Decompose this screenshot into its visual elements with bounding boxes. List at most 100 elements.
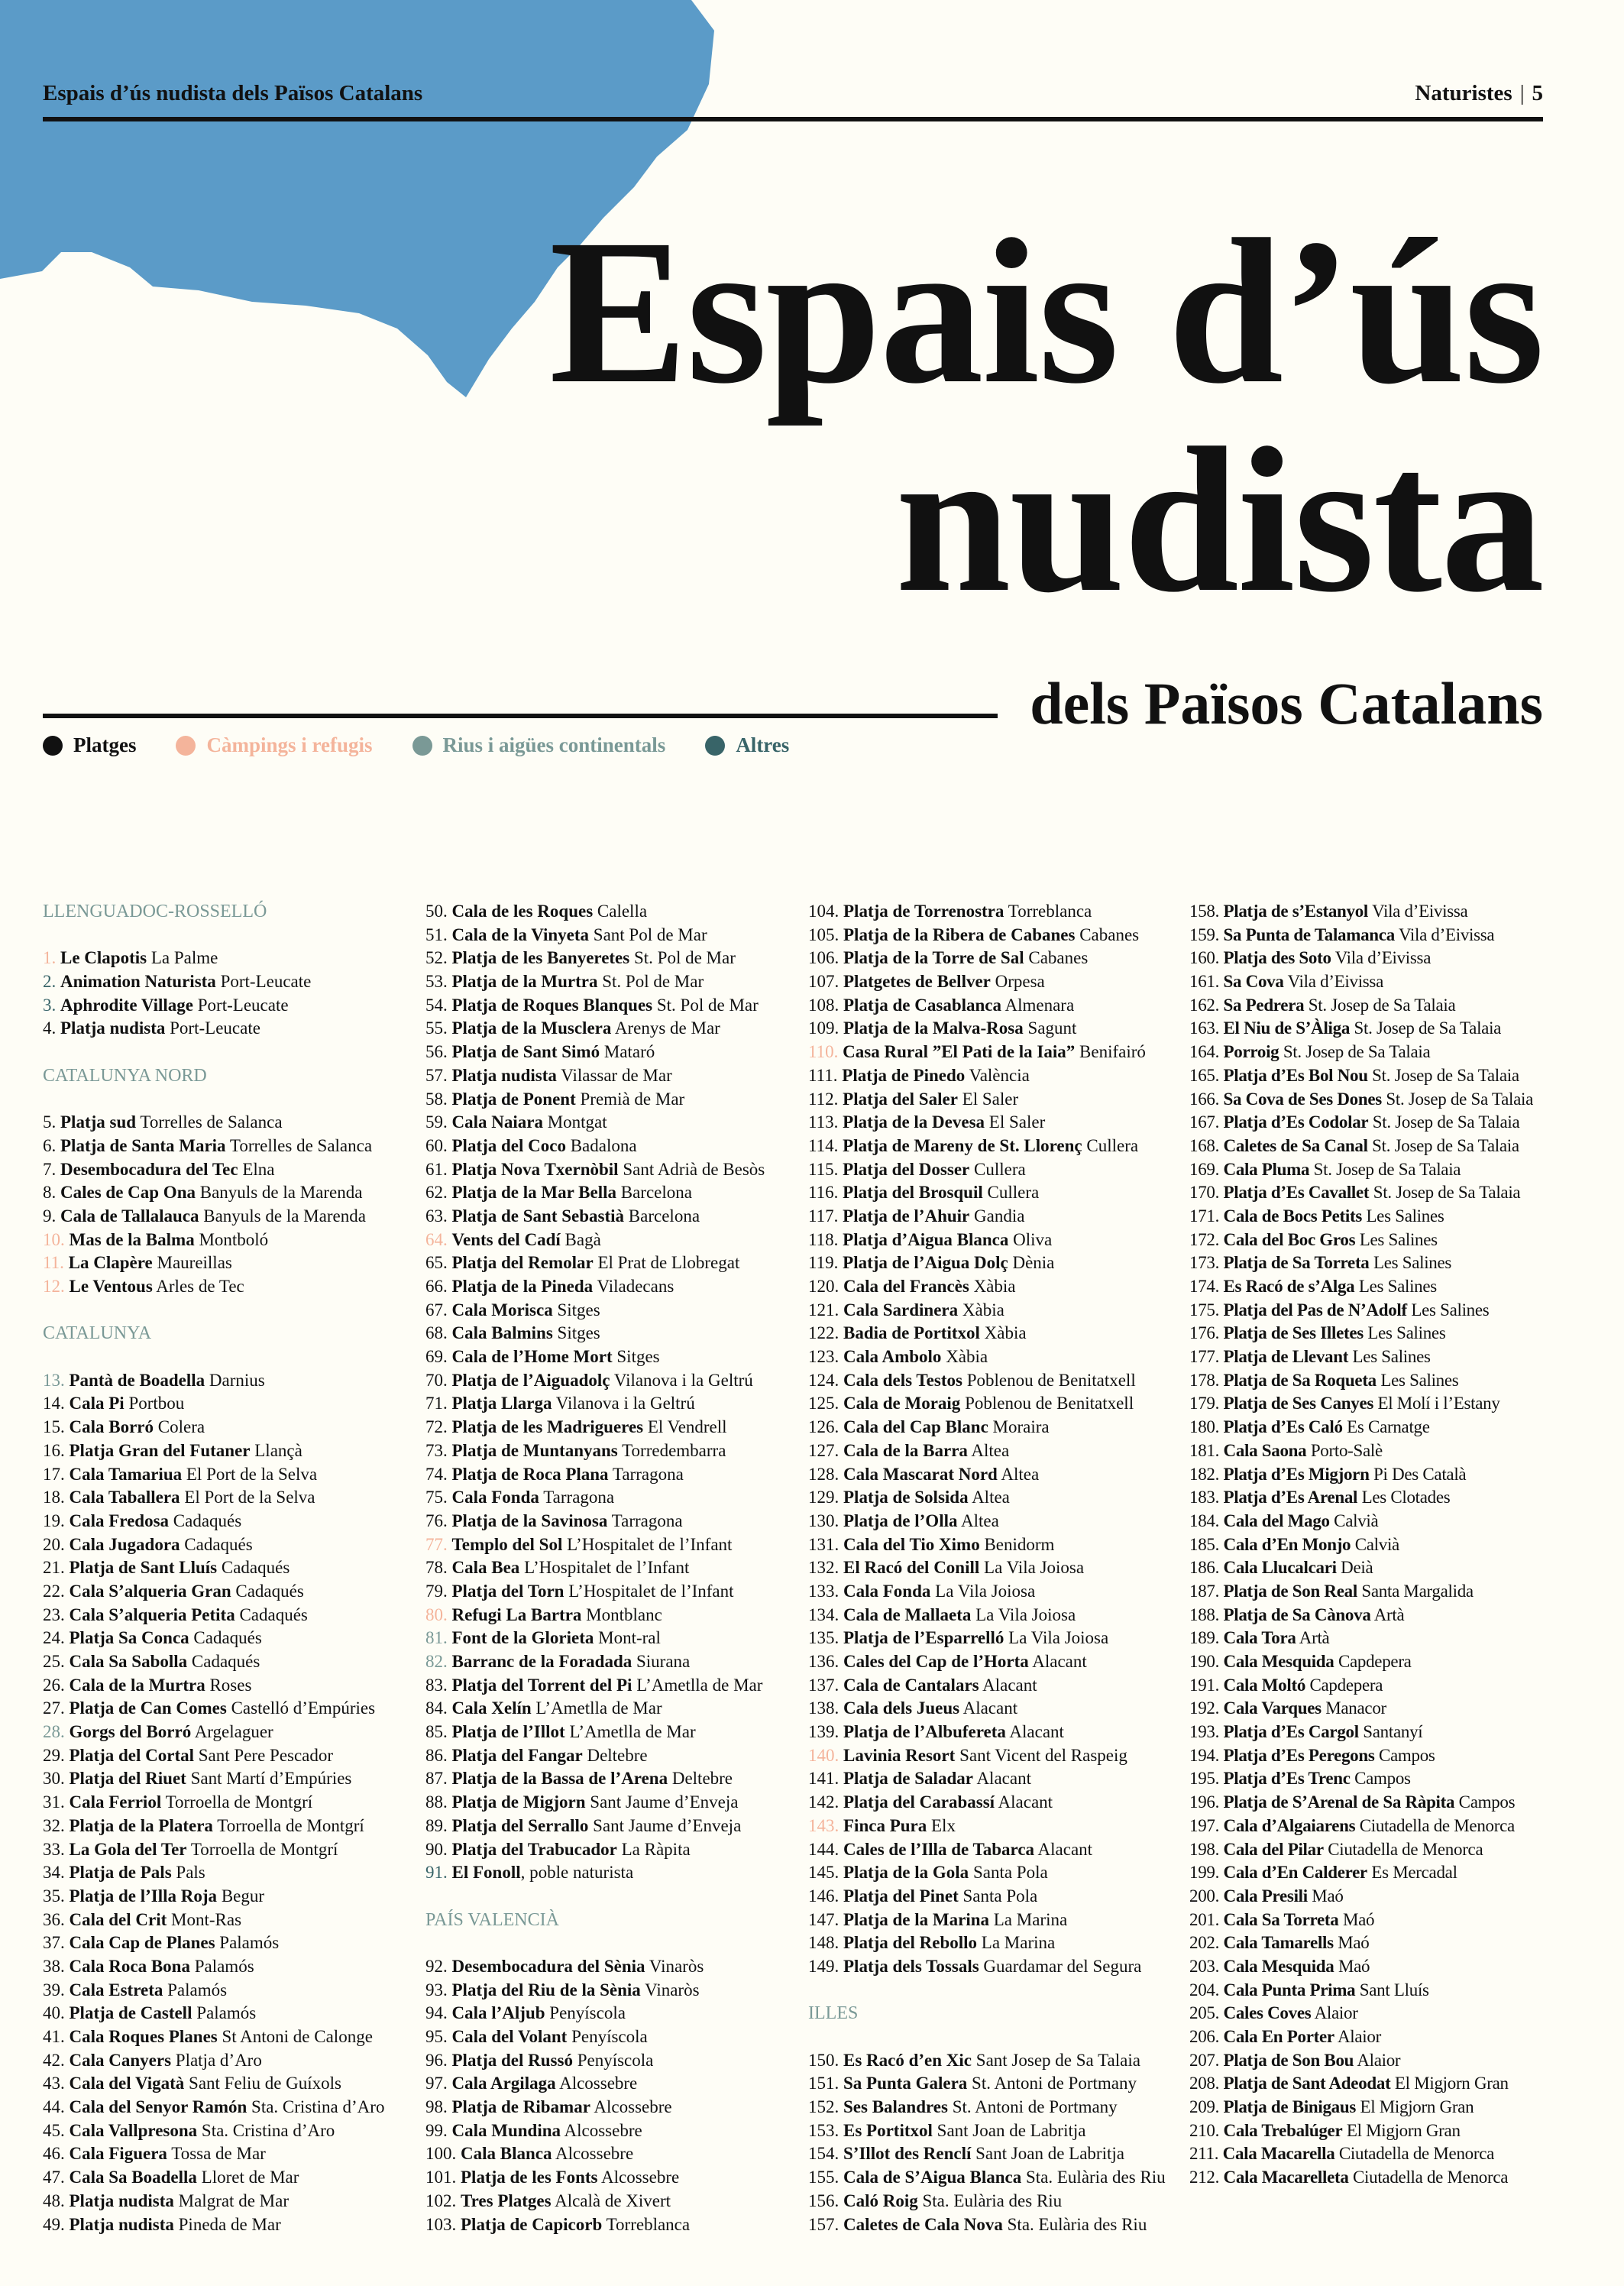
legend-label: Platges	[73, 733, 137, 756]
item-number: 119.	[808, 1253, 839, 1273]
item-name: Sa Punta Galera	[843, 2074, 968, 2093]
list-item: 113. Platja de la Devesa El Saler	[808, 1111, 1190, 1135]
item-number: 190.	[1189, 1652, 1220, 1671]
list-item: 171. Cala de Bocs Petits Les Salines	[1189, 1205, 1571, 1229]
item-place: Les Salines	[1367, 1323, 1446, 1343]
list-item: 182. Platja d’Es Migjorn Pi Des Català	[1189, 1463, 1571, 1487]
item-name: Cala del Senyor Ramón	[69, 2097, 247, 2117]
item-number: 69.	[425, 1347, 448, 1367]
item-name: Cala del Volant	[451, 2027, 568, 2047]
item-number: 208.	[1189, 2074, 1220, 2093]
list-item: 122. Badia de Portitxol Xàbia	[808, 1322, 1190, 1345]
item-number: 203.	[1189, 1956, 1220, 1976]
item-name: Platja de Sant Sebastià	[451, 1206, 625, 1226]
list-item: 63. Platja de Sant Sebastià Barcelona	[425, 1205, 807, 1229]
item-name: Gorgs del Borró	[69, 1722, 192, 1742]
region-heading: ILLES	[808, 2003, 859, 2024]
list-item: 193. Platja d’Es Cargol Santanyí	[1189, 1721, 1571, 1744]
item-name: Platja de l’Esparrelló	[843, 1628, 1004, 1648]
item-place: St. Josep de Sa Talaia	[1283, 1042, 1431, 1062]
item-number: 29.	[43, 1745, 65, 1765]
list-item: 166. Sa Cova de Ses Dones St. Josep de S…	[1189, 1088, 1571, 1112]
item-place: Xàbia	[973, 1277, 1016, 1296]
item-place: Vinaròs	[649, 1956, 704, 1976]
list-item: 101. Platja de les Fonts Alcossebre	[425, 2166, 807, 2190]
item-name: Cales del Cap de l’Horta	[843, 1652, 1029, 1671]
item-name: Platja nudista	[69, 2190, 174, 2210]
list-item: 207. Platja de Son Bou Alaior	[1189, 2049, 1571, 2073]
item-number: 82.	[425, 1652, 448, 1671]
item-name: Cala del Boc Gros	[1223, 1229, 1356, 1249]
item-name: Cala Ferriol	[69, 1792, 162, 1812]
item-name: Platja de la Bassa de l’Arena	[451, 1769, 668, 1789]
item-name: Platja Nova Txernòbil	[451, 1159, 619, 1179]
list-item: 19. Cala Fredosa Cadaqués	[43, 1510, 425, 1533]
item-number: 128.	[808, 1464, 839, 1484]
item-number: 56.	[425, 1042, 448, 1062]
list-item: 196. Platja de S’Arenal de Sa Ràpita Cam…	[1189, 1791, 1571, 1815]
list-item: 35. Platja de l’Illa Roja Begur	[43, 1885, 425, 1909]
list-item: 153. Es Portitxol Sant Joan de Labritja	[808, 2119, 1190, 2143]
item-number: 47.	[43, 2168, 65, 2187]
item-number: 193.	[1189, 1722, 1220, 1742]
item-number: 77.	[425, 1534, 448, 1554]
item-name: Cala Bea	[451, 1558, 520, 1578]
item-name: Cala Roca Bona	[69, 1956, 190, 1976]
item-place: Arenys de Mar	[614, 1018, 720, 1038]
item-place: Montblanc	[586, 1604, 662, 1624]
item-number: 173.	[1189, 1253, 1220, 1273]
item-number: 210.	[1189, 2120, 1220, 2140]
item-place: Sta. Eulària des Riu	[1025, 2168, 1166, 2187]
item-name: Aphrodite Village	[60, 995, 194, 1015]
item-place: Montboló	[199, 1229, 269, 1249]
item-place: Cadaqués	[235, 1581, 304, 1601]
item-place: Penyíscola	[577, 2050, 654, 2070]
item-number: 198.	[1189, 1839, 1220, 1859]
list-item: 28. Gorgs del Borró Argelaguer	[43, 1721, 425, 1744]
item-place: Campos	[1458, 1792, 1516, 1812]
list-item: 172. Cala del Boc Gros Les Salines	[1189, 1229, 1571, 1252]
item-number: 132.	[808, 1558, 839, 1578]
item-number: 108.	[808, 995, 839, 1015]
item-name: Platja del Russó	[451, 2050, 573, 2070]
item-number: 195.	[1189, 1769, 1220, 1789]
list-item: 131. Cala del Tio Ximo Benidorm	[808, 1533, 1190, 1557]
list-item: 79. Platja del Torn L’Hospitalet de l’In…	[425, 1580, 807, 1604]
list-item: 123. Cala Ambolo Xàbia	[808, 1345, 1190, 1369]
item-place: Ciutadella de Menorca	[1353, 2168, 1509, 2187]
item-name: Platja de la Gola	[843, 1863, 969, 1883]
list-item: 94. Cala l’Aljub Penyíscola	[425, 2002, 807, 2025]
item-place: Santa Pola	[972, 1863, 1048, 1883]
item-name: Cala Jugadora	[69, 1534, 180, 1554]
item-name: Cala de la Vinyeta	[451, 924, 590, 944]
item-place: Palamós	[194, 1956, 254, 1976]
list-item: 127. Cala de la Barra Altea	[808, 1439, 1190, 1463]
item-place: Les Clotades	[1361, 1488, 1451, 1507]
item-place: Alcossebre	[601, 2168, 680, 2187]
item-place: Sagunt	[1027, 1018, 1077, 1038]
list-item: 14. Cala Pi Portbou	[43, 1392, 425, 1416]
item-place: Alacant	[976, 1769, 1031, 1789]
item-place: Les Salines	[1411, 1300, 1490, 1319]
region-heading: CATALUNYA	[43, 1323, 152, 1344]
list-item: 91. El Fonoll, poble naturista	[425, 1861, 807, 1885]
section-name: Naturistes	[1415, 81, 1512, 105]
item-place: Vila d’Eivissa	[1372, 902, 1468, 921]
item-number: 123.	[808, 1347, 839, 1367]
item-name: Platja des Soto	[1223, 948, 1331, 968]
item-number: 50.	[425, 902, 448, 921]
item-number: 156.	[808, 2190, 839, 2210]
item-name: Platja del Torn	[451, 1581, 565, 1601]
item-name: Platja de Castell	[69, 2003, 192, 2023]
item-number: 41.	[43, 2027, 65, 2047]
item-name: Platja del Riu de la Sènia	[451, 1980, 641, 1999]
item-place: Palamós	[219, 1933, 280, 1953]
item-name: Cala Morisca	[451, 1300, 553, 1319]
item-name: Platja del Riuet	[69, 1769, 186, 1789]
item-place: Argelaguer	[194, 1722, 273, 1742]
list-item: 203. Cala Mesquida Maó	[1189, 1955, 1571, 1979]
item-number: 7.	[43, 1159, 57, 1179]
item-number: 116.	[808, 1183, 839, 1203]
header-separator: |	[1519, 81, 1525, 105]
item-name: Platja de la Murtra	[451, 972, 598, 992]
